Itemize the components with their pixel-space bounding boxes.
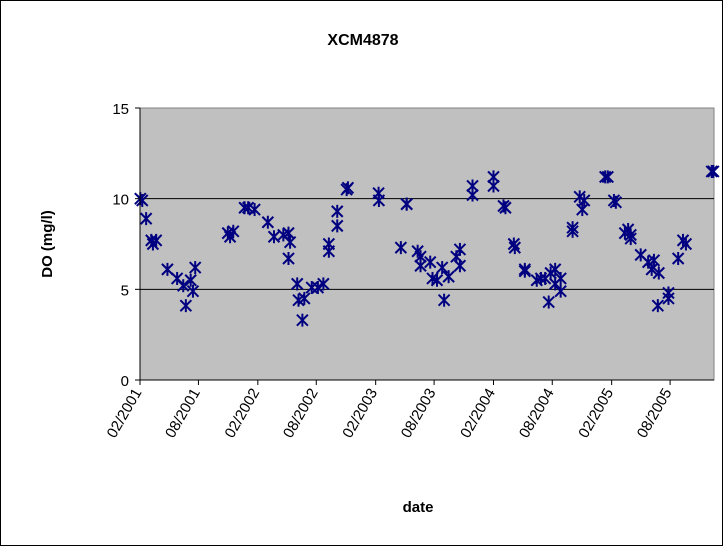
chart-title: XCM4878	[327, 32, 398, 49]
y-tick-label: 0	[121, 373, 129, 390]
data-point	[139, 212, 153, 226]
data-point	[453, 242, 467, 256]
data-point	[508, 241, 522, 255]
data-point	[437, 293, 451, 307]
data-point	[601, 170, 614, 184]
plot-area	[139, 107, 715, 381]
data-point	[651, 299, 665, 313]
data-point	[267, 230, 281, 244]
data-points	[134, 164, 720, 327]
data-point	[184, 273, 197, 287]
data-point	[331, 204, 344, 218]
data-point	[662, 286, 675, 300]
data-point	[707, 164, 720, 178]
data-point	[282, 252, 295, 266]
data-point	[331, 219, 344, 233]
data-point	[624, 232, 637, 246]
data-point	[161, 262, 174, 276]
data-point	[671, 252, 685, 266]
data-point	[261, 215, 275, 229]
data-point	[499, 201, 512, 215]
data-point	[645, 262, 658, 276]
data-point	[442, 270, 455, 284]
data-point	[598, 170, 612, 184]
data-point	[647, 253, 661, 267]
data-point	[435, 261, 449, 275]
data-point	[542, 295, 555, 309]
data-point	[576, 203, 589, 217]
data-point	[177, 279, 190, 293]
data-point	[179, 299, 193, 313]
data-point	[298, 291, 311, 305]
y-tick-label: 10	[112, 192, 129, 209]
y-axis-label: DO (mg/l)	[39, 210, 56, 278]
data-point	[186, 284, 200, 298]
data-point	[705, 164, 718, 178]
data-point	[679, 237, 693, 251]
x-axis-label: date	[403, 499, 434, 516]
data-point	[394, 241, 408, 255]
data-point	[453, 259, 467, 273]
data-point	[566, 224, 579, 238]
y-tick-label: 5	[121, 282, 129, 299]
data-point	[578, 193, 591, 207]
data-point	[188, 261, 202, 275]
data-point	[149, 233, 163, 247]
data-point	[311, 281, 325, 295]
data-point	[554, 271, 567, 285]
y-axis-ticks: 0 5 10 15	[112, 101, 140, 390]
data-point	[518, 262, 532, 276]
data-point	[466, 188, 479, 202]
data-point	[430, 273, 444, 287]
data-point	[424, 255, 437, 269]
data-point	[136, 193, 149, 207]
data-point	[248, 203, 261, 217]
data-point	[322, 237, 336, 251]
data-point	[400, 197, 413, 211]
data-point	[227, 224, 240, 238]
data-point	[291, 277, 304, 291]
data-point	[317, 277, 330, 291]
data-point	[296, 313, 309, 327]
data-point	[609, 195, 623, 209]
data-point	[282, 226, 295, 240]
data-point	[414, 250, 427, 264]
data-point	[340, 183, 353, 197]
data-point	[652, 266, 666, 280]
data-point	[487, 179, 500, 193]
data-point	[372, 193, 386, 207]
y-tick-label: 15	[112, 101, 129, 118]
data-point	[554, 284, 567, 298]
